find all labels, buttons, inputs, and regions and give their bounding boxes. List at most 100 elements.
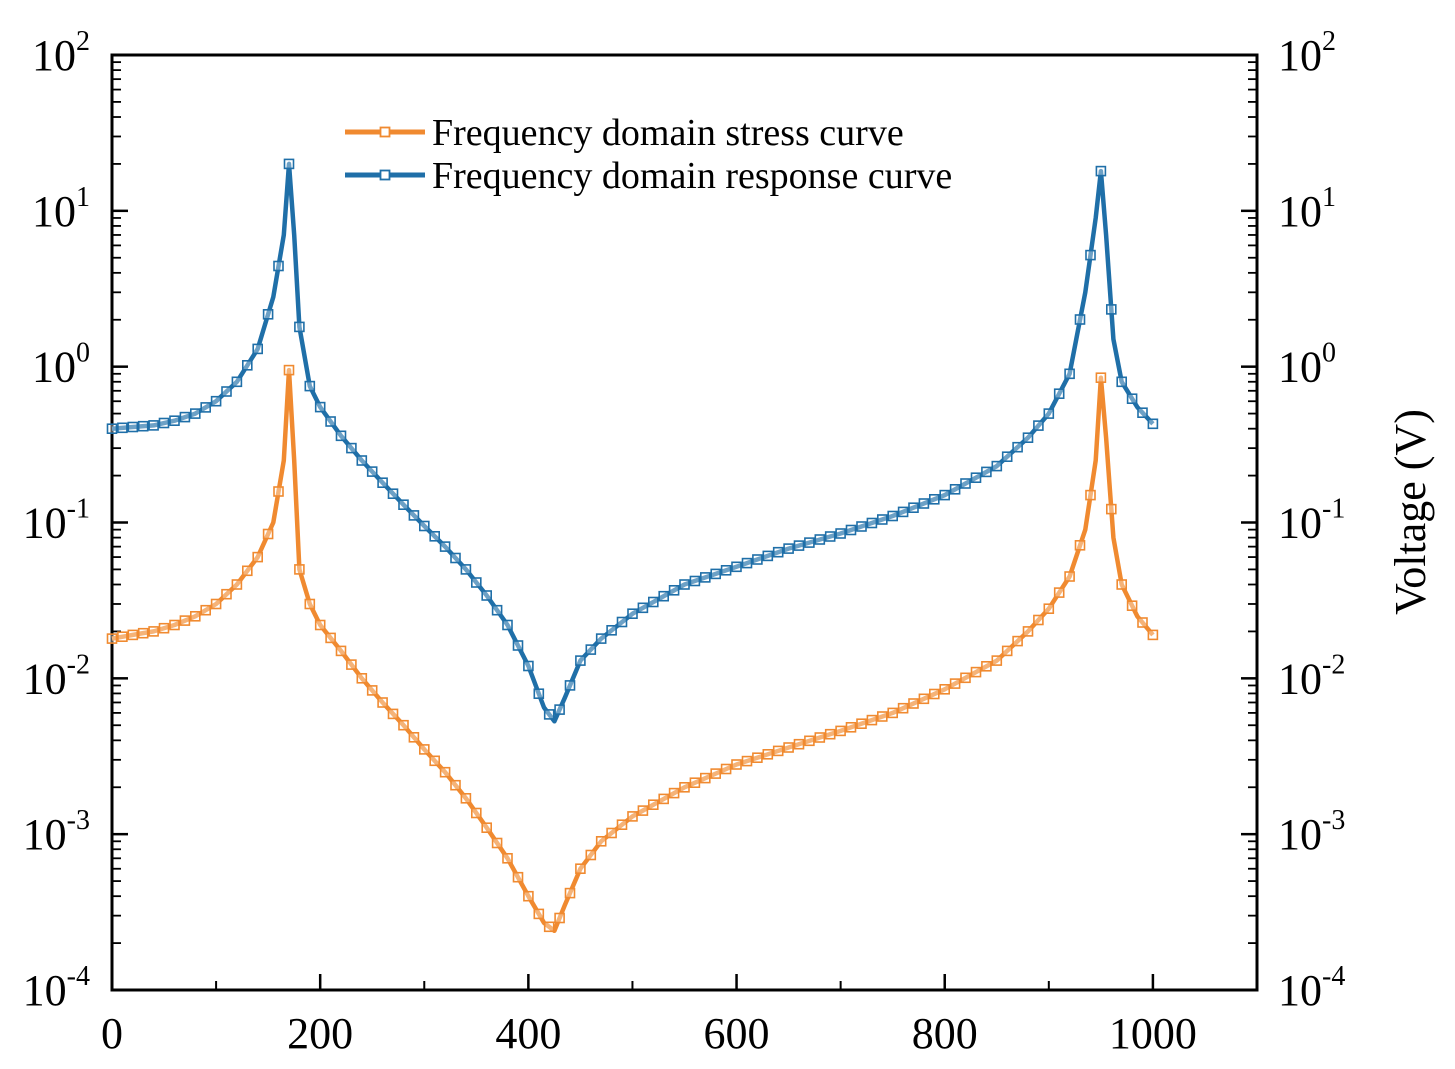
series-point-response [783, 543, 794, 554]
y-tick-base: 10 [32, 187, 76, 236]
y-tick-exp: 1 [1322, 182, 1336, 213]
series-point-stress [283, 364, 295, 376]
series-point-response [1106, 304, 1117, 315]
y-tick-exp: 0 [76, 338, 90, 369]
legend-label-stress: Frequency domain stress curve [432, 112, 904, 154]
series-point-response [741, 557, 753, 569]
y-tick-exp: -1 [67, 494, 90, 525]
series-point-response [429, 530, 441, 542]
series-point-response [481, 590, 493, 601]
x-tick-label: 600 [704, 1009, 770, 1058]
series-point-response [908, 502, 919, 514]
series-point-response [377, 477, 388, 489]
series-point-stress [585, 849, 597, 861]
series-point-stress [158, 622, 170, 634]
series-point-stress [543, 921, 555, 933]
ticks [110, 53, 1257, 992]
series-point-response [210, 395, 222, 407]
y-tick-base: 10 [23, 654, 67, 703]
series-point-stress [741, 755, 753, 767]
series-point-response [262, 308, 274, 320]
y-tick-exp: -3 [1322, 805, 1345, 836]
series-point-stress [1012, 635, 1023, 647]
y-tick-exp: 1 [76, 182, 90, 213]
series-point-response [824, 531, 836, 542]
series-point-response [616, 616, 628, 628]
series-point-stress [1085, 489, 1096, 501]
series-point-stress [699, 772, 711, 784]
series-point-stress [1043, 603, 1055, 615]
legend-label-response: Frequency domain response curve [432, 155, 952, 197]
series-point-stress [575, 863, 586, 875]
series-point-response [647, 596, 659, 608]
series-point-response [1137, 407, 1148, 419]
series-response [106, 158, 1159, 724]
series-point-response [720, 564, 732, 576]
series-point-response [252, 343, 263, 355]
series-point-stress [928, 688, 940, 700]
series-point-response [273, 260, 284, 272]
series-point-response [1064, 368, 1075, 380]
series-point-response [325, 416, 336, 427]
series-point-stress [533, 908, 545, 920]
y-tick-base: 10 [1278, 187, 1322, 236]
series-point-stress [502, 852, 513, 864]
series-point-response [554, 704, 565, 715]
series-point-response [117, 422, 128, 434]
series-point-response [1001, 451, 1013, 463]
legend: Frequency domain stress curve Frequency … [345, 112, 952, 197]
series-point-stress [856, 718, 867, 730]
series-point-response [1126, 393, 1138, 405]
series-point-response [512, 640, 524, 651]
series-point-response [762, 550, 774, 562]
series-point-response [814, 534, 826, 545]
series-point-response [960, 478, 971, 489]
series-point-response [1012, 441, 1023, 453]
series-point-stress [783, 742, 794, 753]
series-point-response [1033, 420, 1044, 431]
series-point-stress [1095, 372, 1107, 384]
y-tick-base: 10 [1278, 966, 1322, 1015]
series-point-response [502, 619, 513, 631]
y-tick-base: 10 [1278, 654, 1322, 703]
series-point-response [1053, 388, 1065, 400]
series-point-stress [429, 755, 441, 767]
series-point-stress [918, 693, 930, 705]
series-point-response [356, 455, 368, 466]
y-tick-exp: 2 [76, 26, 90, 57]
series-point-response [928, 493, 940, 505]
y-tick-label-right: 10-3 [1278, 805, 1345, 859]
series-point-response [564, 680, 576, 691]
y-tick-exp: 0 [1322, 338, 1336, 369]
series-point-response [221, 386, 232, 397]
series-point-response [595, 633, 607, 644]
y-tick-label-right: 10-4 [1278, 961, 1345, 1015]
series-point-response [575, 655, 586, 666]
series-point-stress [1126, 600, 1138, 612]
x-tick-label: 400 [495, 1009, 561, 1058]
series-point-response [699, 572, 711, 583]
series-point-response [918, 498, 930, 509]
series-point-stress [356, 672, 368, 684]
series-point-response [710, 568, 722, 580]
series-point-stress [439, 766, 451, 778]
series-line-response [111, 161, 1155, 724]
y-tick-base: 10 [1278, 343, 1322, 392]
series-point-response [793, 540, 805, 551]
series-point-response [804, 537, 815, 548]
legend-marker-response [379, 169, 391, 181]
y-tick-exp: -4 [1322, 961, 1345, 992]
series-line-stress [111, 367, 1155, 934]
series-point-stress [408, 731, 420, 743]
series-point-stress [606, 827, 617, 839]
series-point-stress [668, 787, 680, 799]
y-tick-label-left: 100 [32, 338, 90, 392]
series-point-stress [564, 887, 576, 899]
series-point-response [876, 514, 888, 525]
y-tick-base: 10 [1278, 499, 1322, 548]
series-layer [106, 158, 1159, 934]
series-point-response [585, 644, 597, 655]
y-tick-label-right: 100 [1278, 338, 1336, 392]
y-tick-exp: -4 [67, 961, 90, 992]
